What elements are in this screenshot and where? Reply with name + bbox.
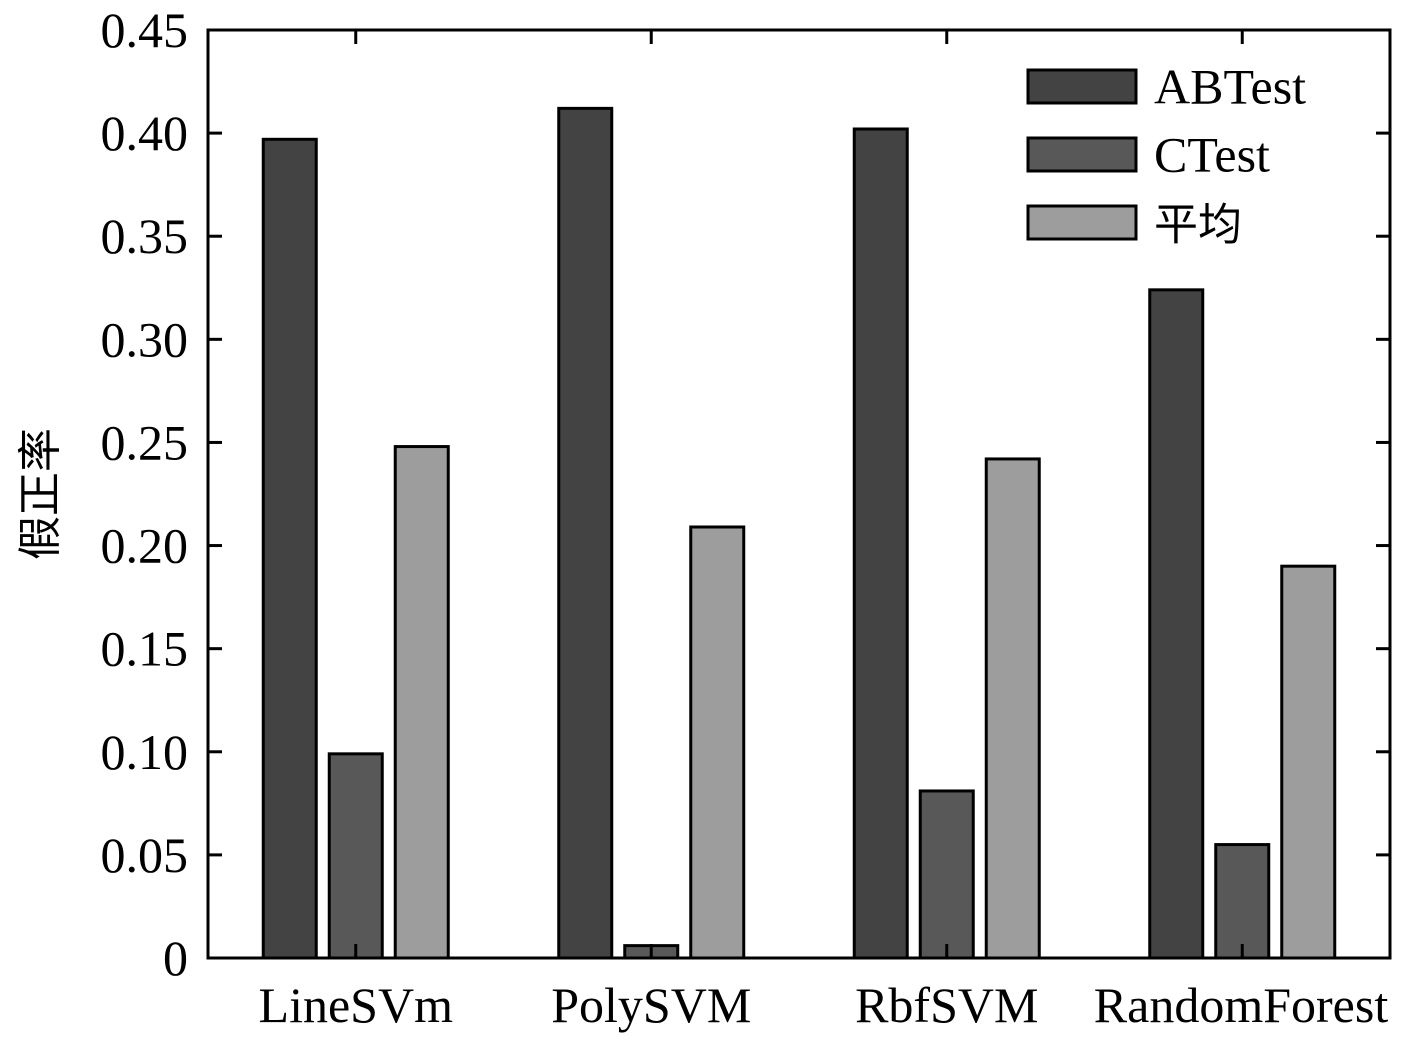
bar-rbfsvm-3 bbox=[984, 457, 1041, 960]
x-tick-label-randomforest: RandomForest bbox=[1094, 977, 1389, 1033]
bar-polysvm-3 bbox=[689, 525, 746, 960]
bar-linesvm-3 bbox=[393, 445, 450, 960]
y-tick-label: 0.05 bbox=[101, 827, 189, 883]
legend-swatch-3 bbox=[1026, 204, 1138, 241]
bar-rbfsvm-2 bbox=[918, 789, 975, 960]
legend-label-1: ABTest bbox=[1154, 59, 1306, 115]
bar-linesvm-1 bbox=[261, 137, 318, 960]
bar-polysvm-1 bbox=[557, 106, 614, 960]
x-tick-label-polysvm: PolySVM bbox=[551, 977, 751, 1033]
bars-layer bbox=[261, 106, 1337, 960]
bar-rbfsvm-1 bbox=[852, 127, 909, 960]
legend-label-2: CTest bbox=[1154, 127, 1270, 183]
plot-frame bbox=[206, 28, 1392, 960]
x-tick-label-rbfsvm: RbfSVM bbox=[855, 977, 1038, 1033]
ticks-layer bbox=[208, 30, 1390, 958]
legend-swatch-2 bbox=[1026, 136, 1138, 173]
y-tick-label: 0.20 bbox=[101, 518, 189, 574]
legend-swatch-1 bbox=[1026, 68, 1138, 105]
y-tick-label: 0.40 bbox=[101, 105, 189, 161]
y-tick-label: 0 bbox=[163, 930, 188, 986]
bar-linesvm-2 bbox=[327, 752, 384, 960]
y-tick-label: 0.15 bbox=[101, 621, 189, 677]
x-tick-labels: LineSVm PolySVM RbfSVM RandomForest bbox=[259, 977, 1389, 1033]
y-tick-label: 0.10 bbox=[101, 724, 189, 780]
y-axis-title: 假正率 bbox=[15, 428, 66, 560]
bar-randomforest-3 bbox=[1280, 564, 1337, 960]
legend: ABTest CTest 平均 bbox=[1026, 59, 1306, 251]
y-tick-label: 0.25 bbox=[101, 414, 189, 470]
bar-randomforest-1 bbox=[1148, 288, 1205, 960]
legend-label-3: 平均 bbox=[1154, 200, 1242, 251]
y-tick-label: 0.45 bbox=[101, 2, 189, 58]
y-tick-label: 0.35 bbox=[101, 208, 189, 264]
x-tick-label-linesvm: LineSVm bbox=[259, 977, 454, 1033]
y-tick-labels: 0 0.05 0.10 0.15 0.20 0.25 0.30 0.35 0.40 0.45 bbox=[101, 2, 189, 986]
bar-randomforest-2 bbox=[1214, 843, 1271, 960]
y-tick-label: 0.30 bbox=[101, 311, 189, 367]
